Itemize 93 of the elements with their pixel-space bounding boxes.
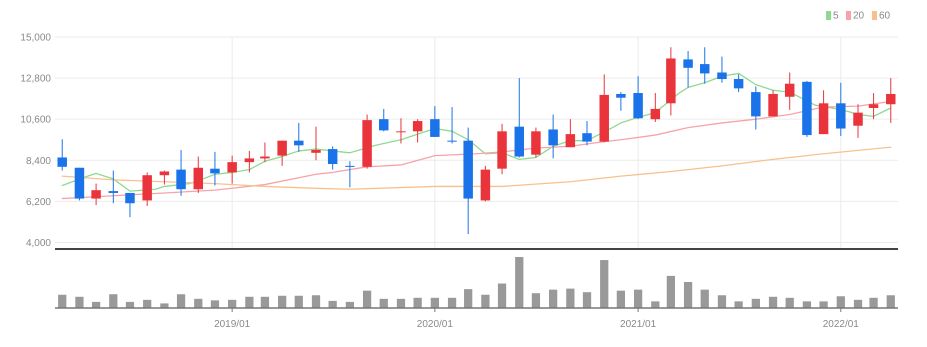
bar — [582, 292, 592, 308]
bar — [700, 290, 709, 308]
bar — [752, 298, 760, 308]
candlestick — [311, 126, 321, 161]
bar — [194, 298, 202, 308]
y-tick-label: 12,800 — [20, 74, 52, 85]
candlestick — [396, 118, 406, 144]
bar — [532, 293, 540, 308]
candlestick — [277, 140, 287, 166]
bar — [278, 296, 286, 308]
bar — [245, 296, 254, 308]
candlestick — [650, 92, 660, 122]
bar — [228, 300, 236, 308]
bar — [634, 290, 642, 308]
candlestick — [91, 183, 101, 206]
candlestick — [379, 108, 388, 132]
bar — [786, 298, 794, 308]
bar — [481, 294, 490, 308]
candlestick — [328, 146, 338, 170]
candlestick — [853, 104, 863, 138]
x-tick-label: 2021/01 — [620, 319, 657, 330]
candlestick — [886, 78, 896, 124]
bar — [75, 296, 84, 308]
candlestick — [294, 122, 304, 152]
bar — [294, 296, 303, 308]
bar — [380, 298, 388, 308]
candlestick — [734, 74, 744, 93]
candlestick — [345, 160, 355, 188]
candlestick — [160, 170, 170, 186]
candlestick — [784, 72, 794, 110]
bar — [396, 298, 406, 308]
y-tick-label: 4,000 — [26, 238, 52, 249]
bar — [684, 282, 692, 308]
x-tick-label: 2019/01 — [214, 319, 251, 330]
bar — [328, 300, 337, 308]
y-tick-label: 6,200 — [26, 196, 52, 208]
x-tick-label: 2020/01 — [416, 319, 454, 330]
candlestick — [57, 138, 67, 172]
bar — [448, 298, 456, 308]
candlestick — [125, 192, 135, 218]
bar — [768, 296, 778, 308]
candlestick — [768, 90, 778, 117]
bar — [260, 296, 270, 308]
candlestick — [616, 92, 626, 112]
bar — [549, 290, 558, 308]
bar — [651, 301, 660, 308]
candlestick — [531, 127, 541, 158]
candlestick — [244, 150, 254, 173]
candlestick — [260, 142, 270, 163]
candlestick — [700, 46, 710, 84]
bar — [143, 300, 152, 308]
candlestick — [430, 106, 440, 138]
bar — [869, 298, 878, 308]
bar — [414, 298, 422, 308]
bar — [498, 284, 506, 308]
legend-label: 60 — [879, 10, 891, 22]
bar — [362, 290, 372, 308]
candlestick — [447, 106, 457, 144]
bar — [109, 294, 118, 308]
bar — [176, 294, 186, 308]
candlestick — [210, 151, 220, 186]
bar — [734, 301, 743, 308]
candlestick — [108, 170, 118, 204]
bar — [666, 276, 675, 308]
candlestick — [412, 118, 422, 144]
bar — [718, 295, 726, 308]
y-tick-label: 8,400 — [26, 156, 52, 167]
candlestick — [868, 92, 878, 120]
candlestick — [227, 155, 237, 184]
x-tick-label: 2022/01 — [822, 319, 860, 330]
candlestick — [194, 156, 204, 194]
bar — [464, 289, 472, 308]
line-series — [62, 72, 892, 192]
y-tick-label: 15,000 — [20, 32, 52, 44]
line-series — [62, 146, 892, 190]
candlestick — [582, 120, 592, 146]
bar — [886, 295, 895, 308]
legend-label: 5 — [833, 10, 839, 22]
bar — [58, 294, 66, 308]
bar — [836, 296, 845, 308]
bar — [600, 260, 608, 308]
y-tick-label: 10,600 — [20, 114, 52, 126]
bar — [515, 257, 524, 308]
candlestick — [683, 50, 693, 88]
candlestick — [176, 150, 186, 196]
bar — [616, 290, 626, 308]
legend-label: 20 — [853, 10, 865, 22]
candlestick — [566, 118, 576, 148]
bar — [430, 298, 439, 308]
candlestick — [717, 56, 727, 84]
candlestick — [548, 114, 558, 159]
bar — [312, 295, 320, 308]
bar — [566, 288, 574, 308]
